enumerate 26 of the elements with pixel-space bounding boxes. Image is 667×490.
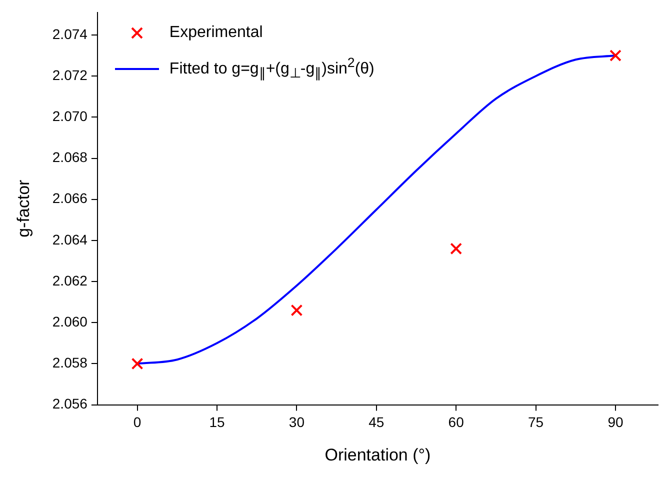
point (290, 304, 303, 316)
y-tick-label: 2.058 (52, 354, 88, 371)
y-axis-title: g-factor (14, 179, 33, 238)
y-tick-label: 2.056 (52, 396, 88, 412)
y-tick-label: 2.066 (52, 190, 88, 206)
x-tick-label: 45 (368, 414, 384, 430)
y-tick-label: 2.074 (52, 26, 88, 42)
x-tick-label: 75 (528, 414, 544, 430)
text: Fitted to g=g$_{∥}$+(g$_{⊥}$-g$_{∥}$)sin$^{2}$(θ) (169, 55, 374, 81)
point (131, 358, 144, 370)
legend-label: Experimental (169, 23, 263, 44)
y-tick-label: 2.068 (52, 149, 88, 166)
y-tick-label: 2.070 (52, 108, 88, 124)
x-tick-label: 90 (608, 414, 624, 430)
y-tick-label: 2.060 (52, 313, 88, 330)
x-tick-label: 30 (288, 414, 305, 430)
x-axis-title: Orientation (°) (324, 445, 431, 464)
x-tick-label: 0 (133, 414, 142, 430)
y-tick-label: 2.072 (52, 66, 88, 83)
x-tick-label: 15 (209, 414, 225, 430)
line-series (136, 54, 616, 365)
point (610, 50, 622, 62)
point (450, 242, 462, 255)
y-tick-label: 2.064 (52, 231, 88, 248)
y-tick-label: 2.062 (52, 272, 88, 288)
x-tick-label: 60 (448, 414, 464, 430)
